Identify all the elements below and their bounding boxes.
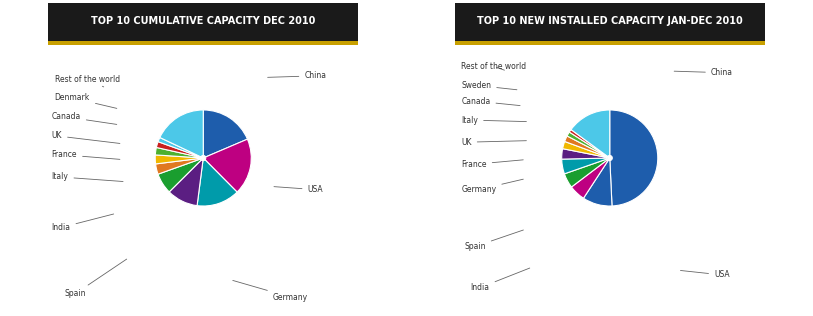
Text: Rest of the world: Rest of the world bbox=[54, 75, 120, 87]
Wedge shape bbox=[197, 160, 237, 206]
Wedge shape bbox=[203, 110, 247, 157]
Text: Germany: Germany bbox=[461, 179, 524, 194]
Wedge shape bbox=[155, 155, 201, 164]
Wedge shape bbox=[158, 159, 202, 192]
Wedge shape bbox=[571, 110, 610, 156]
Wedge shape bbox=[610, 110, 658, 206]
Wedge shape bbox=[160, 110, 203, 157]
Text: TOP 10 NEW INSTALLED CAPACITY JAN-DEC 2010: TOP 10 NEW INSTALLED CAPACITY JAN-DEC 20… bbox=[477, 16, 742, 27]
Text: India: India bbox=[471, 268, 530, 292]
FancyBboxPatch shape bbox=[49, 3, 358, 41]
Wedge shape bbox=[156, 142, 201, 157]
Wedge shape bbox=[572, 160, 608, 198]
Text: TOP 10 CUMULATIVE CAPACITY DEC 2010: TOP 10 CUMULATIVE CAPACITY DEC 2010 bbox=[91, 16, 315, 27]
Text: India: India bbox=[51, 214, 114, 232]
Text: Italy: Italy bbox=[51, 173, 123, 181]
Text: Italy: Italy bbox=[461, 116, 526, 125]
Text: UK: UK bbox=[51, 131, 120, 143]
Text: Sweden: Sweden bbox=[461, 81, 517, 90]
Text: Denmark: Denmark bbox=[54, 94, 117, 108]
Text: France: France bbox=[461, 160, 524, 169]
Wedge shape bbox=[205, 139, 251, 192]
Wedge shape bbox=[562, 149, 607, 159]
Wedge shape bbox=[563, 142, 607, 157]
Text: China: China bbox=[674, 68, 733, 77]
Wedge shape bbox=[158, 137, 201, 157]
Wedge shape bbox=[155, 148, 201, 158]
Text: USA: USA bbox=[680, 270, 729, 279]
Text: Rest of the world: Rest of the world bbox=[461, 62, 526, 71]
Wedge shape bbox=[564, 159, 608, 187]
Text: China: China bbox=[267, 71, 326, 80]
Wedge shape bbox=[155, 158, 201, 174]
Text: Canada: Canada bbox=[51, 112, 117, 125]
FancyBboxPatch shape bbox=[49, 41, 358, 45]
Text: UK: UK bbox=[461, 138, 526, 147]
FancyBboxPatch shape bbox=[455, 3, 764, 41]
Text: France: France bbox=[51, 150, 120, 159]
Text: Spain: Spain bbox=[64, 259, 127, 298]
Wedge shape bbox=[567, 132, 607, 157]
Text: Spain: Spain bbox=[464, 230, 524, 251]
Wedge shape bbox=[569, 130, 607, 157]
Wedge shape bbox=[565, 136, 607, 157]
Wedge shape bbox=[562, 158, 607, 174]
Text: Germany: Germany bbox=[233, 280, 308, 301]
Wedge shape bbox=[169, 160, 203, 206]
Wedge shape bbox=[584, 160, 612, 206]
Text: Canada: Canada bbox=[461, 97, 520, 106]
FancyBboxPatch shape bbox=[455, 41, 764, 45]
Text: USA: USA bbox=[274, 185, 323, 194]
